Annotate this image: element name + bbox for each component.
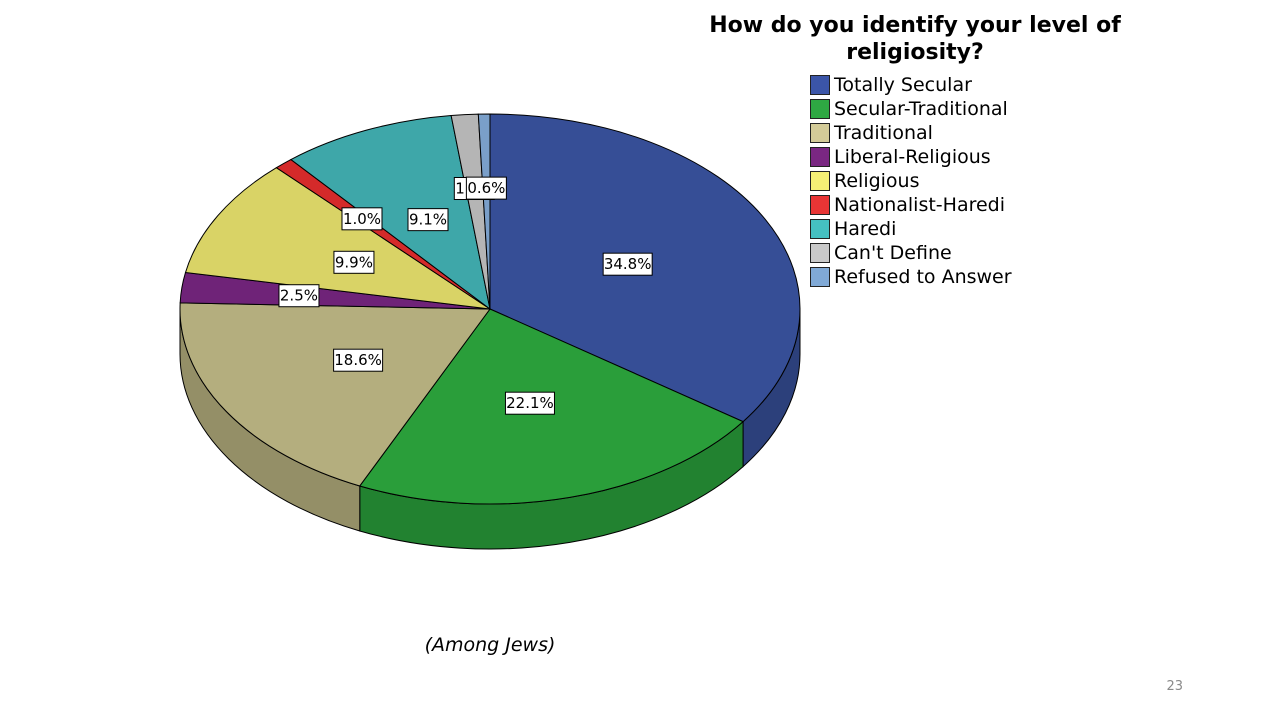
legend-swatch [810,75,830,95]
slice-value-label: 0.6% [465,176,507,200]
slice-value-text: 18.6% [334,351,382,369]
slice-value-label: 34.8% [602,252,653,276]
legend-swatch [810,219,830,239]
slice-value-text: 1.0% [343,210,381,228]
legend-label: Totally Secular [834,74,972,96]
slice-label-box [602,252,653,276]
legend-item: Traditional [810,121,1012,145]
slice-value-text: 34.8% [604,255,652,273]
slice-value-text: 9.1% [409,211,447,229]
pie-slice [179,302,491,487]
legend-swatch [810,99,830,119]
slice-value-label: 22.1% [504,391,555,415]
legend-item: Secular-Traditional [810,97,1012,121]
legend-label: Haredi [834,218,897,240]
legend-label: Can't Define [834,242,952,264]
legend-label: Secular-Traditional [834,98,1008,120]
slice-value-label: 9.1% [407,208,449,232]
pie-slice [184,167,491,310]
legend-swatch [810,171,830,191]
slice-value-text: 9.9% [335,253,373,271]
slice-value-text: 2.5% [280,287,318,305]
slice-value-label: 1.0% [341,207,383,231]
legend-swatch [810,123,830,143]
slice-label-box [465,176,507,200]
pie-slice [289,115,491,311]
slice-label-box [341,207,383,231]
legend-swatch [810,195,830,215]
slice-value-label: 9.9% [333,250,375,274]
legend-swatch [810,147,830,167]
slice-value-label: 2.5% [278,284,320,308]
legend-item: Liberal-Religious [810,145,1012,169]
legend-item: Refused to Answer [810,265,1012,289]
legend-label: Refused to Answer [834,266,1012,288]
legend-item: Haredi [810,217,1012,241]
slice-label-box [278,284,320,308]
slice-value-text: 22.1% [506,394,554,412]
legend-label: Religious [834,170,920,192]
chart-subtitle: (Among Jews) [424,634,556,656]
slice-label-box [504,391,555,415]
legend-item: Totally Secular [810,73,1012,97]
legend-item: Nationalist-Haredi [810,193,1012,217]
slice-value-label: 18.6% [333,348,384,372]
legend-swatch [810,267,830,287]
slice-value-text: 0.6% [467,179,505,197]
legend-label: Liberal-Religious [834,146,991,168]
legend-item: Can't Define [810,241,1012,265]
slice-label-box [333,250,375,274]
legend: Totally Secular Secular-Traditional Tradit… [810,73,1012,289]
pie-slice [477,113,491,310]
legend-label: Nationalist-Haredi [834,194,1006,216]
legend-item: Religious [810,169,1012,193]
legend-swatch [810,243,830,263]
slice-label-box [333,348,384,372]
slice-label-box [407,208,449,232]
page-number: 23 [1166,679,1183,694]
chart-title: How do you identify your level of religi… [709,13,1121,65]
legend-label: Traditional [834,122,933,144]
